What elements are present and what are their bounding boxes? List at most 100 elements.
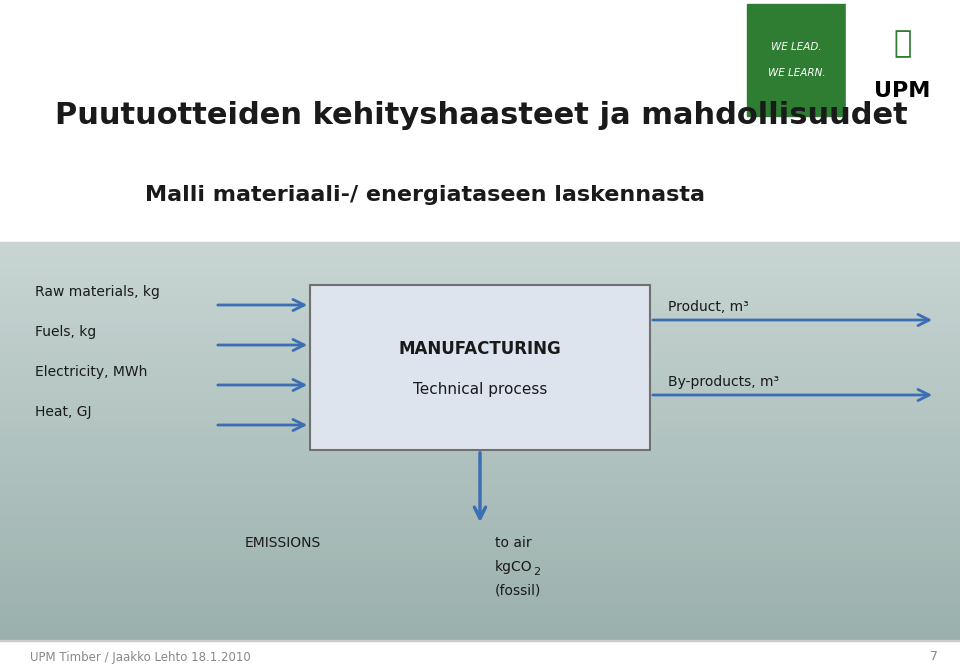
Bar (0, 521, 960, 523)
Bar (0, 549, 960, 552)
Bar (0, 641, 960, 671)
Bar (0, 547, 960, 550)
Bar (0, 342, 960, 344)
Bar (0, 457, 960, 460)
Bar (0, 601, 960, 603)
Bar (0, 303, 960, 306)
Bar (0, 248, 960, 250)
Bar (0, 543, 960, 546)
Bar (0, 587, 960, 590)
Bar (0, 625, 960, 627)
Bar (0, 611, 960, 613)
Bar (0, 307, 960, 310)
Bar (0, 617, 960, 619)
Bar (0, 407, 960, 410)
Bar (0, 511, 960, 514)
Bar (0, 415, 960, 418)
Bar (0, 463, 960, 466)
Bar (0, 252, 960, 254)
Bar (0, 450, 960, 452)
Bar (0, 515, 960, 517)
Bar (0, 295, 960, 298)
Bar (0, 313, 960, 316)
Bar (0, 325, 960, 328)
Bar (0, 499, 960, 502)
Text: WE LEAD.: WE LEAD. (772, 42, 822, 52)
Bar (0, 387, 960, 390)
Bar (0, 501, 960, 504)
Bar (0, 477, 960, 480)
Bar (0, 262, 960, 264)
Bar (0, 264, 960, 266)
Bar (0, 553, 960, 556)
Bar (0, 448, 960, 450)
Bar (0, 373, 960, 376)
Bar (0, 397, 960, 400)
Bar (0, 256, 960, 258)
Bar (0, 565, 960, 568)
Bar (0, 321, 960, 324)
Bar (0, 621, 960, 623)
Bar (0, 293, 960, 296)
Bar (0, 319, 960, 322)
Bar (0, 350, 960, 352)
Text: kgCO: kgCO (495, 560, 533, 574)
Bar (0, 467, 960, 470)
Bar (0, 260, 960, 262)
Bar (0, 377, 960, 380)
Bar (0, 371, 960, 374)
Bar (0, 409, 960, 412)
Bar (0, 354, 960, 356)
Bar (0, 639, 960, 641)
Bar (0, 567, 960, 570)
Bar (0, 331, 960, 334)
Bar (747, 4, 847, 116)
Text: Technical process: Technical process (413, 382, 547, 397)
Text: EMISSIONS: EMISSIONS (245, 536, 322, 550)
Bar (0, 344, 960, 346)
Bar (0, 268, 960, 270)
Bar (0, 599, 960, 602)
Bar (0, 583, 960, 586)
Bar (0, 603, 960, 605)
Text: 7: 7 (930, 650, 938, 664)
Bar (0, 284, 960, 286)
Bar (0, 427, 960, 430)
Bar (0, 431, 960, 433)
Bar (0, 615, 960, 617)
Bar (0, 385, 960, 388)
Bar (0, 254, 960, 256)
Bar (0, 311, 960, 314)
Bar (0, 336, 960, 338)
Bar (0, 465, 960, 468)
Bar (0, 545, 960, 548)
Bar (0, 493, 960, 496)
Bar (0, 395, 960, 398)
Bar (0, 399, 960, 402)
Bar (0, 381, 960, 384)
Bar (0, 623, 960, 625)
Bar (0, 440, 960, 442)
Bar (0, 379, 960, 382)
Bar (0, 593, 960, 596)
Bar (0, 421, 960, 424)
Bar (0, 557, 960, 560)
Bar (0, 571, 960, 574)
Bar (0, 285, 960, 288)
Bar (0, 627, 960, 629)
Bar (0, 429, 960, 432)
Bar (0, 444, 960, 446)
Text: UPM Timber / Jaakko Lehto 18.1.2010: UPM Timber / Jaakko Lehto 18.1.2010 (30, 650, 251, 664)
Bar (0, 425, 960, 428)
Bar (0, 299, 960, 302)
Bar (0, 633, 960, 635)
Bar (0, 244, 960, 246)
Bar (0, 317, 960, 320)
Bar (0, 405, 960, 408)
Bar (0, 348, 960, 350)
Bar (0, 503, 960, 506)
Bar (0, 383, 960, 386)
Bar (0, 362, 960, 364)
Bar (0, 289, 960, 292)
Bar (0, 459, 960, 462)
